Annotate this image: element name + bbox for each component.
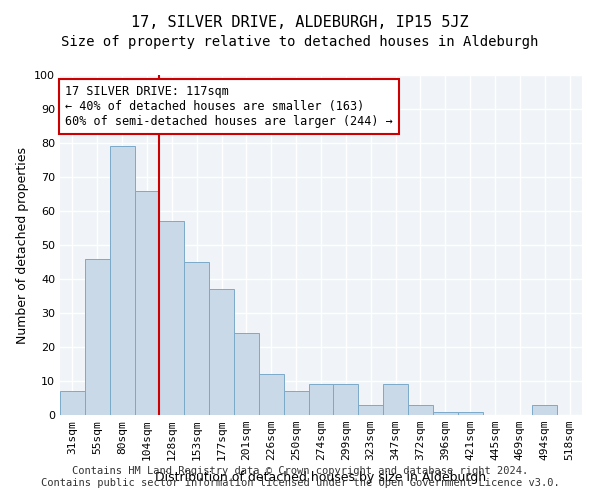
Y-axis label: Number of detached properties: Number of detached properties (16, 146, 29, 344)
Text: 17, SILVER DRIVE, ALDEBURGH, IP15 5JZ: 17, SILVER DRIVE, ALDEBURGH, IP15 5JZ (131, 15, 469, 30)
Bar (259, 374, 284, 415)
Bar (532, 405, 557, 415)
Bar (334, 384, 358, 415)
Text: Contains HM Land Registry data © Crown copyright and database right 2024.
Contai: Contains HM Land Registry data © Crown c… (41, 466, 559, 487)
Bar (209, 289, 234, 415)
X-axis label: Distribution of detached houses by size in Aldeburgh: Distribution of detached houses by size … (155, 472, 487, 484)
Bar (308, 384, 334, 415)
Bar (284, 391, 308, 415)
Bar (383, 384, 408, 415)
Bar (358, 405, 383, 415)
Bar (110, 146, 134, 415)
Bar (408, 405, 433, 415)
Bar (234, 334, 259, 415)
Text: Size of property relative to detached houses in Aldeburgh: Size of property relative to detached ho… (61, 35, 539, 49)
Bar (85, 258, 110, 415)
Bar (184, 262, 209, 415)
Text: 17 SILVER DRIVE: 117sqm
← 40% of detached houses are smaller (163)
60% of semi-d: 17 SILVER DRIVE: 117sqm ← 40% of detache… (65, 85, 393, 128)
Bar (60, 391, 85, 415)
Bar (458, 412, 482, 415)
Bar (134, 190, 160, 415)
Bar (160, 221, 184, 415)
Bar (433, 412, 458, 415)
